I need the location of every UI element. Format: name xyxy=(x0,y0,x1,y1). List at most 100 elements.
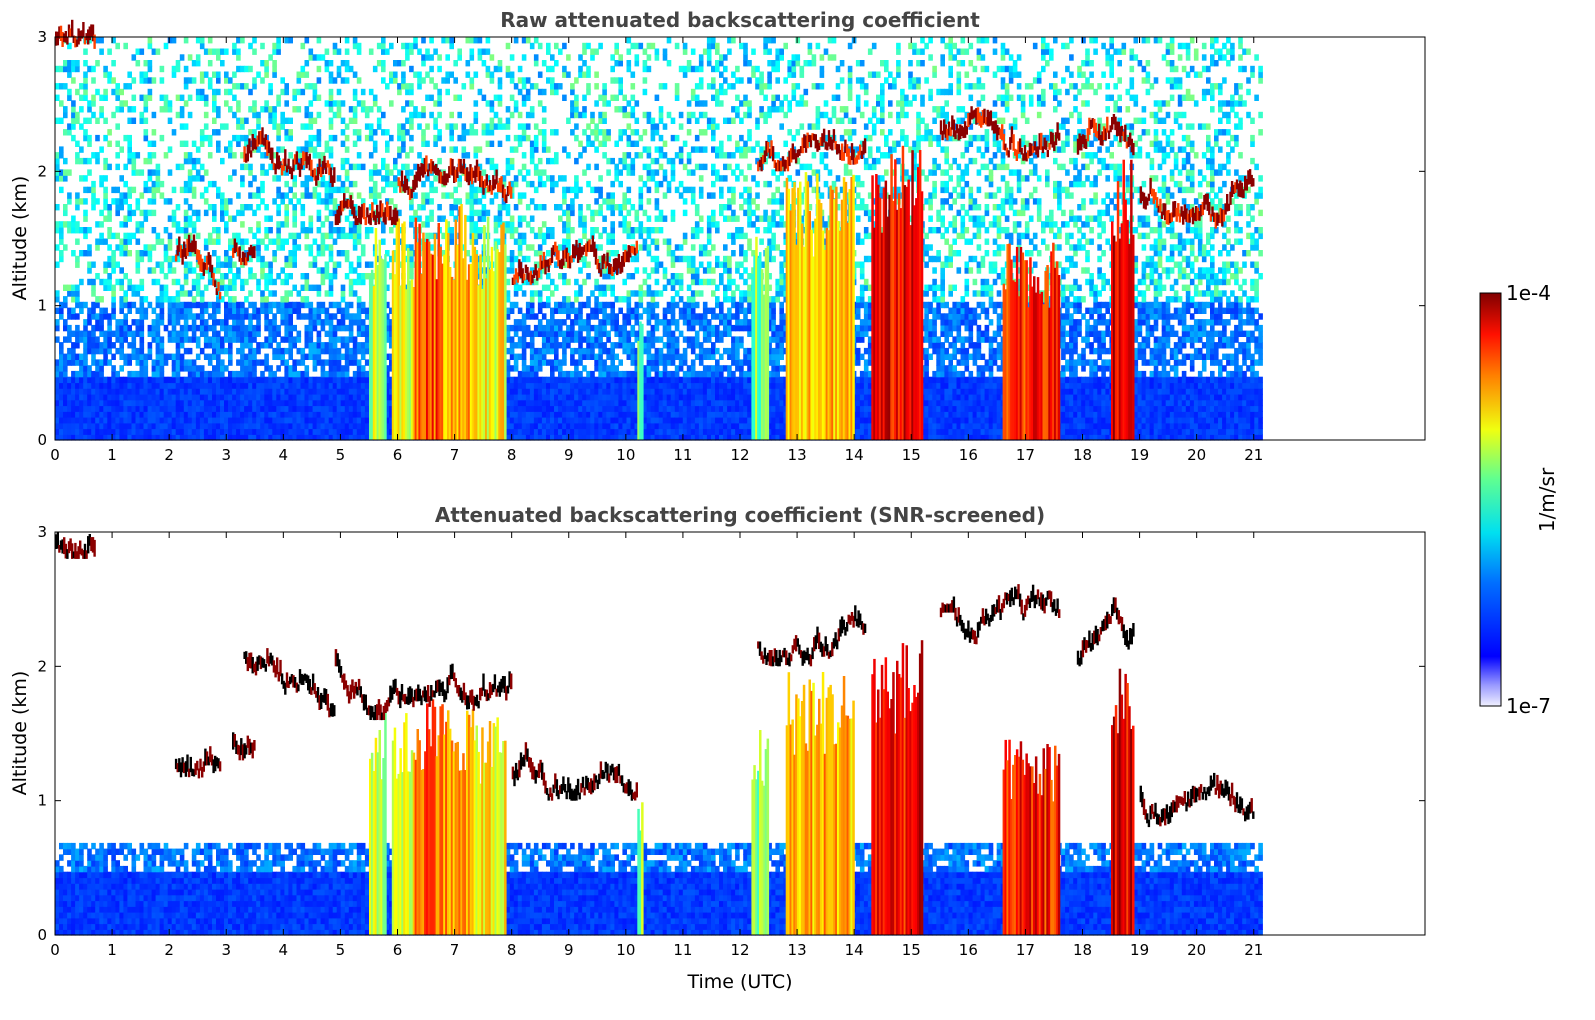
heatmap-cell xyxy=(360,428,366,435)
heatmap-cell xyxy=(147,267,153,274)
heatmap-cell xyxy=(280,319,285,326)
heatmap-cell xyxy=(344,336,350,343)
heatmap-cell xyxy=(75,405,80,412)
heatmap-cell xyxy=(216,106,221,113)
heatmap-cell xyxy=(151,319,157,326)
heatmap-cell xyxy=(473,129,479,136)
heatmap-cell xyxy=(131,284,137,291)
heatmap-cell xyxy=(87,140,92,147)
heatmap-cell xyxy=(401,129,406,136)
heatmap-cell xyxy=(83,422,88,430)
heatmap-cell xyxy=(103,134,108,142)
heatmap-cell xyxy=(393,186,398,194)
heatmap-cell xyxy=(55,405,60,412)
heatmap-cell xyxy=(602,319,607,326)
heatmap-cell xyxy=(546,336,551,343)
heatmap-cell xyxy=(582,382,587,389)
heatmap-cell xyxy=(570,100,575,107)
heatmap-cell xyxy=(517,284,523,291)
heatmap-cell xyxy=(216,399,221,407)
heatmap-cell xyxy=(352,347,358,355)
heatmap-cell xyxy=(67,284,72,291)
heatmap-cell xyxy=(95,117,100,124)
heatmap-cell xyxy=(236,330,241,337)
heatmap-cell xyxy=(586,388,591,395)
heatmap-cell xyxy=(421,37,426,44)
heatmap-cell xyxy=(248,411,253,418)
heatmap-cell xyxy=(546,347,551,355)
heatmap-cell xyxy=(179,359,185,366)
heatmap-cell xyxy=(207,393,213,401)
heatmap-cell xyxy=(220,261,225,268)
heatmap-cell xyxy=(79,388,84,395)
heatmap-cell xyxy=(590,353,595,360)
heatmap-cell xyxy=(304,227,310,234)
heatmap-cell xyxy=(360,388,366,395)
heatmap-cell xyxy=(578,284,583,291)
heatmap-cell xyxy=(187,428,193,435)
heatmap-cell xyxy=(477,48,483,55)
heatmap-cell xyxy=(288,129,293,136)
heatmap-cell xyxy=(103,175,108,182)
heatmap-cell xyxy=(115,278,120,286)
heatmap-cell xyxy=(220,376,225,384)
heatmap-cell xyxy=(344,342,350,349)
heatmap-cell xyxy=(167,417,173,424)
heatmap-cell xyxy=(135,261,141,268)
heatmap-cell xyxy=(232,330,237,337)
heatmap-cell xyxy=(191,77,197,84)
heatmap-cell xyxy=(296,157,302,165)
heatmap-cell xyxy=(248,434,253,441)
heatmap-cell xyxy=(115,152,120,159)
heatmap-cell xyxy=(320,382,326,389)
heatmap-cell xyxy=(493,192,499,199)
heatmap-cell xyxy=(320,307,326,314)
heatmap-cell xyxy=(292,359,297,366)
heatmap-cell xyxy=(360,405,366,412)
heatmap-cell xyxy=(308,342,314,349)
heatmap-cell xyxy=(352,140,358,147)
heatmap-cell xyxy=(127,117,132,124)
heatmap-cell xyxy=(586,134,591,142)
heatmap-cell xyxy=(594,405,599,412)
heatmap-cell xyxy=(272,301,277,309)
heatmap-cell xyxy=(71,111,76,119)
heatmap-cell xyxy=(216,422,221,430)
heatmap-cell xyxy=(179,324,185,332)
heatmap-cell xyxy=(159,359,165,366)
heatmap-cell xyxy=(505,267,511,274)
heatmap-cell xyxy=(224,313,229,320)
heatmap-cell xyxy=(59,65,64,73)
heatmap-cell xyxy=(598,359,603,366)
heatmap-cell xyxy=(368,186,374,194)
heatmap-cell xyxy=(75,422,80,430)
heatmap-cell xyxy=(240,370,245,378)
heatmap-cell xyxy=(212,319,217,326)
heatmap-cell xyxy=(248,342,253,349)
heatmap-cell xyxy=(155,382,161,389)
heatmap-cell xyxy=(127,106,132,113)
heatmap-cell xyxy=(143,370,149,378)
heatmap-cell xyxy=(171,428,177,435)
heatmap-cell xyxy=(240,399,245,407)
heatmap-cell xyxy=(304,330,310,337)
heatmap-cell xyxy=(570,324,575,332)
heatmap-cell xyxy=(107,244,112,251)
heatmap-cell xyxy=(191,163,197,171)
heatmap-cell xyxy=(381,77,386,84)
heatmap-cell xyxy=(566,376,571,384)
heatmap-cell xyxy=(191,405,197,412)
heatmap-cell xyxy=(324,382,330,389)
heatmap-cell xyxy=(348,221,354,228)
heatmap-cell xyxy=(521,405,527,412)
heatmap-cell xyxy=(509,347,515,355)
heatmap-cell xyxy=(187,376,193,384)
heatmap-cell xyxy=(228,388,233,395)
heatmap-cell xyxy=(280,434,285,441)
heatmap-cell xyxy=(248,88,253,96)
heatmap-cell xyxy=(393,204,398,211)
heatmap-cell xyxy=(332,417,338,424)
heatmap-cell xyxy=(224,77,229,84)
heatmap-cell xyxy=(228,307,233,314)
heatmap-cell xyxy=(139,319,145,326)
